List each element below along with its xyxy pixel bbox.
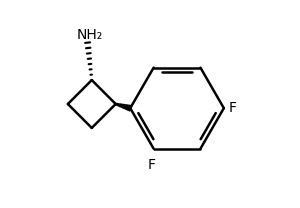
Text: NH₂: NH₂ [76, 28, 102, 42]
Text: F: F [148, 158, 156, 172]
Text: F: F [229, 101, 237, 115]
